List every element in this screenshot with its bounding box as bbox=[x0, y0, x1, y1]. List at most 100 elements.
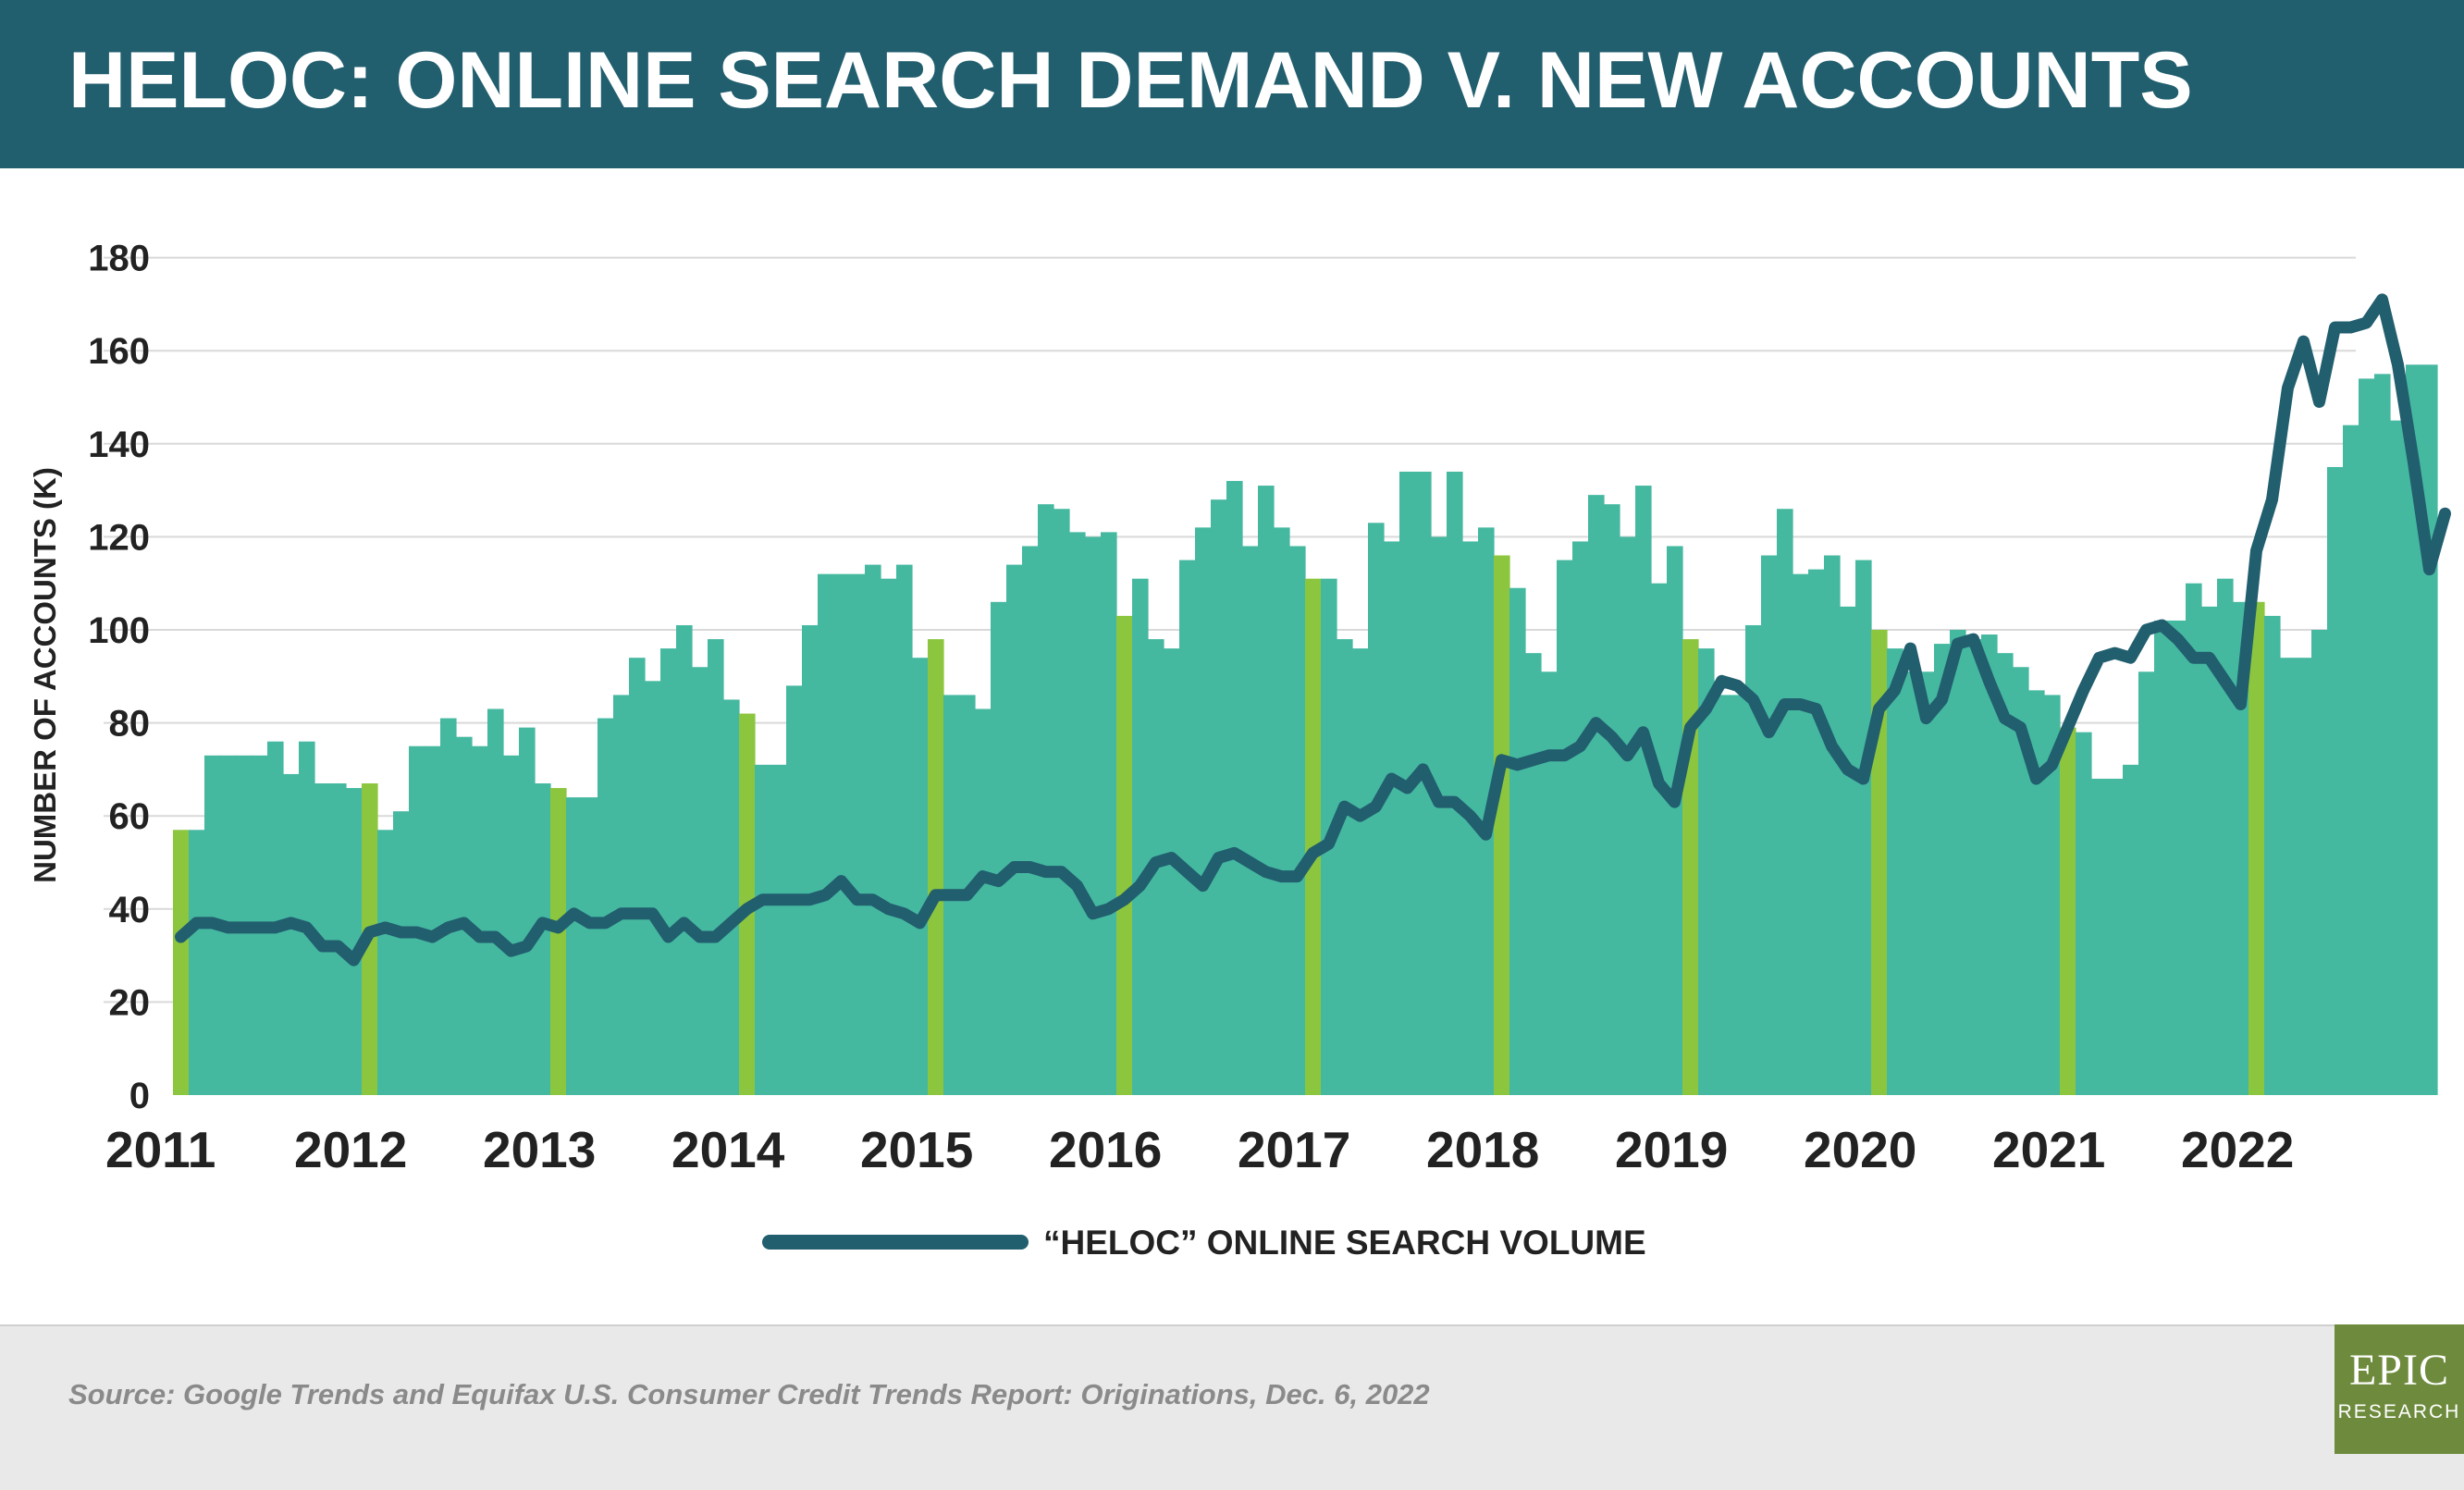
bar bbox=[346, 788, 363, 1095]
search-line bbox=[175, 293, 2451, 967]
bar bbox=[1509, 587, 1526, 1095]
bar bbox=[566, 797, 583, 1095]
bar bbox=[425, 745, 441, 1095]
y-tick-label: 100 bbox=[88, 610, 150, 651]
bar bbox=[1651, 583, 1668, 1095]
source-note: Source: Google Trends and Equifax U.S. C… bbox=[68, 1378, 1430, 1410]
bar bbox=[1824, 555, 1841, 1095]
bar bbox=[1258, 486, 1275, 1095]
bar bbox=[2327, 466, 2344, 1095]
bar bbox=[1289, 546, 1306, 1095]
bar bbox=[1179, 560, 1196, 1095]
bar bbox=[2123, 764, 2139, 1095]
y-tick-label: 60 bbox=[109, 796, 151, 837]
title-bar: HELOC: ONLINE SEARCH DEMAND V. NEW ACCOU… bbox=[0, 0, 2464, 168]
bar bbox=[1714, 695, 1731, 1095]
bar bbox=[2343, 425, 2359, 1095]
legend: “HELOC” ONLINE SEARCH VOLUME bbox=[762, 1224, 1646, 1262]
bar bbox=[2044, 695, 2061, 1095]
bar bbox=[1431, 536, 1448, 1095]
bar bbox=[2264, 615, 2281, 1095]
bar bbox=[393, 811, 410, 1095]
bar bbox=[1384, 541, 1400, 1095]
bar bbox=[1887, 648, 1903, 1095]
bar-january bbox=[1494, 555, 1510, 1095]
bar bbox=[1997, 653, 2014, 1095]
bar bbox=[2170, 620, 2187, 1095]
bar bbox=[1085, 536, 1102, 1095]
x-tick-label: 2016 bbox=[1049, 1121, 1162, 1178]
bar bbox=[1635, 486, 1652, 1095]
bar bbox=[1274, 527, 1290, 1095]
bar bbox=[299, 741, 315, 1095]
bar bbox=[1022, 546, 1039, 1095]
bar bbox=[2201, 606, 2218, 1095]
bar bbox=[645, 681, 661, 1095]
bar bbox=[613, 695, 630, 1095]
legend-label: “HELOC” ONLINE SEARCH VOLUME bbox=[1043, 1224, 1646, 1262]
bar bbox=[1588, 495, 1605, 1095]
y-tick-label: 120 bbox=[88, 517, 150, 558]
bar bbox=[1965, 639, 1982, 1095]
x-tick-label: 2012 bbox=[294, 1121, 407, 1178]
bar bbox=[1620, 536, 1636, 1095]
bar bbox=[1667, 546, 1683, 1095]
y-tick-label: 20 bbox=[109, 982, 151, 1023]
bar bbox=[456, 736, 473, 1095]
bar bbox=[1069, 532, 1086, 1095]
x-tick-label: 2011 bbox=[105, 1121, 216, 1178]
bar bbox=[535, 782, 551, 1095]
bar-january bbox=[550, 788, 567, 1095]
bar bbox=[676, 624, 693, 1095]
bar bbox=[708, 639, 724, 1095]
bar-january bbox=[2060, 727, 2076, 1095]
bar bbox=[267, 741, 284, 1095]
bar bbox=[582, 797, 598, 1095]
bar bbox=[629, 658, 646, 1095]
bar bbox=[2311, 630, 2328, 1095]
bar bbox=[692, 667, 708, 1095]
bar bbox=[2217, 578, 2234, 1095]
y-tick-label: 160 bbox=[88, 331, 150, 372]
bar bbox=[1730, 695, 1746, 1095]
bar bbox=[1337, 639, 1353, 1095]
x-tick-label: 2021 bbox=[1992, 1121, 2105, 1178]
bar bbox=[2233, 601, 2249, 1095]
logo-subtext: RESEARCH bbox=[2337, 1401, 2461, 1422]
bar bbox=[818, 573, 834, 1095]
bar bbox=[912, 658, 929, 1095]
bar bbox=[802, 624, 819, 1095]
bar bbox=[1525, 653, 1542, 1095]
bar-january bbox=[1682, 639, 1699, 1095]
bar bbox=[189, 830, 205, 1095]
x-tick-label: 2018 bbox=[1426, 1121, 1539, 1178]
y-tick-label: 140 bbox=[88, 425, 150, 465]
bar bbox=[377, 830, 394, 1095]
bar bbox=[755, 764, 771, 1095]
y-axis-label: NUMBER OF ACCOUNTS (K) bbox=[28, 467, 62, 883]
bar bbox=[896, 564, 913, 1095]
bar-january bbox=[173, 830, 190, 1095]
bar bbox=[1918, 671, 1935, 1095]
bar bbox=[519, 727, 536, 1095]
bar bbox=[1761, 555, 1778, 1095]
bar bbox=[723, 699, 740, 1095]
bar bbox=[1132, 578, 1149, 1095]
bar bbox=[487, 708, 504, 1095]
bar-january bbox=[1116, 615, 1133, 1095]
bar bbox=[1903, 671, 1919, 1095]
bar bbox=[2406, 364, 2422, 1095]
x-tick-label: 2013 bbox=[483, 1121, 596, 1178]
bar bbox=[2359, 378, 2375, 1095]
search-volume-line bbox=[175, 293, 2451, 967]
y-tick-label: 0 bbox=[129, 1076, 150, 1116]
bar bbox=[1541, 671, 1558, 1095]
bar bbox=[2390, 420, 2407, 1095]
bar bbox=[2374, 374, 2391, 1096]
bar bbox=[786, 685, 803, 1095]
bar bbox=[440, 718, 457, 1095]
bar bbox=[1101, 532, 1117, 1095]
bar-january bbox=[1305, 578, 1322, 1095]
bar bbox=[2028, 690, 2045, 1095]
